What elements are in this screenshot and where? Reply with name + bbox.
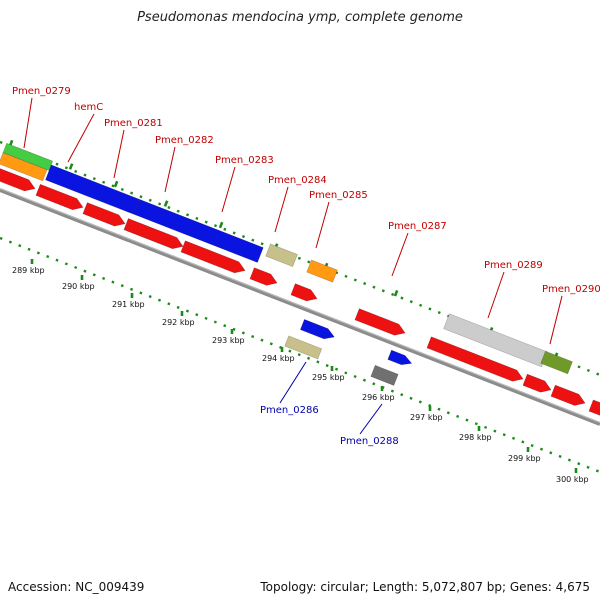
tick-label: 289 kbp: [12, 266, 45, 275]
gene-block-Pmen_0290: [540, 350, 573, 375]
gene-label-text: hemC: [74, 102, 103, 113]
tick-label-group: 293 kbp: [212, 329, 245, 345]
map-title: Pseudomonas mendocina ymp, complete geno…: [137, 10, 463, 25]
cds-arrow: [35, 183, 84, 211]
cds-arrow: [550, 384, 586, 406]
gene-label-text: Pmen_0286: [260, 405, 319, 416]
cds-arrow: [522, 373, 552, 393]
tick-label: 299 kbp: [508, 454, 541, 463]
gene-label-text: Pmen_0290: [542, 284, 600, 295]
gene-label-text: Pmen_0289: [484, 260, 543, 271]
cds-arrow: [123, 218, 184, 250]
tick-label-group: 290 kbp: [62, 275, 95, 291]
gene-label-text: Pmen_0282: [155, 135, 214, 146]
gene-label-text: Pmen_0288: [340, 436, 399, 447]
tick-label: 300 kbp: [556, 475, 589, 484]
gene-label-Pmen_0284: Pmen_0284: [268, 175, 327, 233]
leader-line: [221, 166, 236, 213]
leader-line: [67, 113, 95, 163]
feature-tracks: [0, 139, 600, 474]
leader-line: [359, 403, 383, 435]
cds-arrow: [426, 336, 524, 382]
gene-label-Pmen_0283: Pmen_0283: [215, 155, 274, 213]
gene-label-text: Pmen_0285: [309, 190, 368, 201]
tick-label-group: 289 kbp: [12, 259, 45, 275]
cds-arrow: [0, 168, 36, 192]
tick-label-group: 299 kbp: [508, 447, 541, 463]
gene-label-text: Pmen_0283: [215, 155, 274, 166]
gene-block-Pmen_0282: [133, 198, 264, 263]
leader-line: [274, 186, 289, 233]
gene-label-Pmen_0289: Pmen_0289: [484, 260, 543, 319]
outer-tick-mark: [113, 180, 119, 188]
tick-label-group: 292 kbp: [162, 311, 195, 327]
tick-label-group: 294 kbp: [262, 347, 295, 363]
gene-label-Pmen_0285: Pmen_0285: [309, 190, 368, 249]
leader-line: [279, 361, 307, 404]
tick-label-group: 298 kbp: [459, 426, 492, 442]
gene-label-Pmen_0288: Pmen_0288: [340, 403, 399, 447]
gene-block-Pmen_0289: [443, 313, 548, 368]
outer-tick-mark: [218, 221, 224, 229]
gene-label-text: Pmen_0279: [12, 86, 71, 97]
leader-line: [391, 232, 409, 277]
leader-line: [315, 201, 330, 249]
leader-line: [549, 295, 563, 345]
gene-block-Pmen_0285: [306, 259, 338, 283]
outer-tick-mark: [393, 289, 399, 297]
tick-label-group: 297 kbp: [410, 406, 443, 422]
gene-label-Pmen_0286: Pmen_0286: [260, 361, 319, 416]
outer-tick-mark: [163, 200, 169, 207]
tick-label-group: 295 kbp: [312, 366, 345, 382]
genome-backbone: [0, 188, 600, 426]
gene-label-Pmen_0279: Pmen_0279: [12, 86, 71, 149]
tick-label: 294 kbp: [262, 354, 295, 363]
gene-block-Pmen_0284: [265, 243, 298, 267]
backbone-highlight: [0, 188, 600, 423]
leader-line: [23, 97, 33, 149]
cds-arrow: [82, 202, 126, 227]
cds-arrow: [180, 240, 246, 274]
gene-label-text: Pmen_0281: [104, 118, 163, 129]
leader-line: [113, 129, 125, 179]
tick-label: 291 kbp: [112, 300, 145, 309]
reverse-gene-Pmen_0288a: [387, 349, 413, 366]
outer-dotted-ring: [0, 140, 600, 377]
gene-block-Pmen_0288: [370, 364, 399, 386]
tick-label: 297 kbp: [410, 413, 443, 422]
leader-line: [487, 271, 505, 319]
gene-label-hemC: hemC: [67, 102, 103, 163]
inner-dotted-ring: [0, 236, 600, 474]
leader-line: [164, 146, 176, 193]
tick-label-group: 296 kbp: [362, 386, 395, 402]
gene-labels: 289 kbp 290 kbp 291 kbp 292 kbp 293 kbp 294 k…: [12, 86, 600, 484]
reverse-gene-Pmen_0286a: [299, 319, 335, 340]
gene-label-Pmen_0282: Pmen_0282: [155, 135, 214, 193]
cds-arrow: [290, 283, 318, 302]
outer-tick-mark: [68, 163, 74, 170]
gene-label-text: Pmen_0287: [388, 221, 447, 232]
accession-text: Accession: NC_009439: [8, 580, 145, 594]
cds-arrow: [354, 308, 406, 336]
topology-text: Topology: circular; Length: 5,072,807 bp…: [260, 580, 590, 594]
gene-block-Pmen_0286: [284, 335, 323, 360]
tick-label-group: 300 kbp: [556, 468, 589, 484]
gene-label-Pmen_0287: Pmen_0287: [388, 221, 447, 277]
gene-label-Pmen_0281: Pmen_0281: [104, 118, 163, 179]
tick-label: 298 kbp: [459, 433, 492, 442]
cds-arrow: [249, 267, 278, 286]
tick-label-group: 291 kbp: [112, 293, 145, 309]
cds-arrow: [588, 399, 600, 416]
gene-label-text: Pmen_0284: [268, 175, 327, 186]
tick-label: 293 kbp: [212, 336, 245, 345]
tick-label: 295 kbp: [312, 373, 345, 382]
tick-label: 296 kbp: [362, 393, 395, 402]
tick-label: 290 kbp: [62, 282, 95, 291]
gene-label-Pmen_0290: Pmen_0290: [542, 284, 600, 345]
tick-label: 292 kbp: [162, 318, 195, 327]
